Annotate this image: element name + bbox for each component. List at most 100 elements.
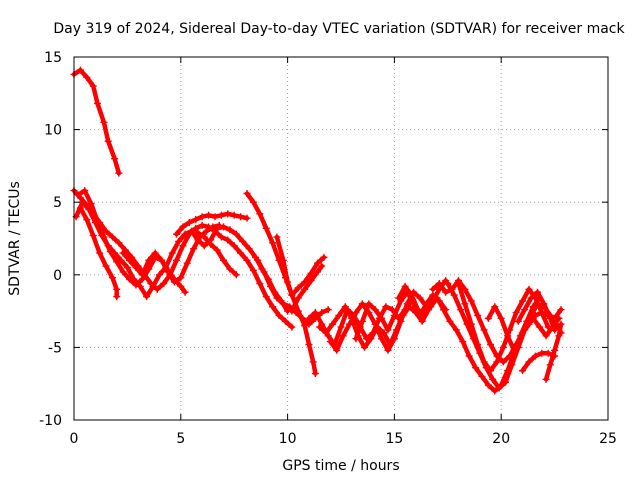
data-point-track-21-8 [536,323,544,331]
data-point-track-15-7 [371,320,379,328]
data-point-track-5-7 [113,293,121,301]
series-line-track-12 [289,263,325,314]
data-point-track-17-2 [407,291,415,299]
data-point-track-1-4 [93,99,101,107]
data-point-track-21-2 [497,314,505,322]
data-point-track-10-3 [273,294,281,302]
data-point-track-5-1 [83,216,91,224]
data-point-track-11-4 [294,284,302,292]
data-point-track-15-1 [333,346,341,354]
data-point-track-3-11 [143,293,151,301]
data-point-track-6-8 [170,278,178,286]
data-point-track-14-7 [360,343,368,351]
y-tick-label-1: -5 [48,340,62,356]
data-point-track-5-5 [108,274,116,282]
data-point-track-21-3 [504,332,512,340]
data-point-track-22-1 [521,306,529,314]
data-point-track-12-5 [318,262,326,270]
series-track-6 [119,221,223,286]
data-point-track-18-1 [435,280,443,288]
data-point-track-18-9 [487,340,495,348]
data-point-track-6-3 [138,271,146,279]
series-track-1 [70,66,123,177]
data-point-track-20-11 [525,285,533,293]
data-point-track-24-0 [542,375,550,383]
data-point-track-22-3 [534,288,542,296]
data-point-track-8-5 [220,223,228,231]
data-point-track-2-17 [179,242,187,250]
data-point-track-14-0 [316,323,324,331]
data-point-track-7-8 [224,210,232,218]
data-point-track-3-13 [155,271,163,279]
data-point-track-2-7 [115,239,123,247]
data-point-track-22-5 [546,314,554,322]
data-point-track-6-2 [132,264,140,272]
data-point-track-2-20 [198,221,206,229]
data-point-track-2-28 [249,266,257,274]
data-point-track-6-9 [177,274,185,282]
data-point-track-17-10 [459,338,467,346]
data-point-track-21-0 [484,314,492,322]
data-point-track-1-7 [111,155,119,163]
x-tick-label-3: 15 [385,431,403,447]
data-point-track-6-1 [126,256,134,264]
data-point-track-3-16 [175,237,183,245]
data-point-track-21-7 [529,314,537,322]
data-point-track-18-12 [506,352,514,360]
data-point-track-14-1 [322,329,330,337]
data-point-track-3-17 [181,230,189,238]
data-point-track-2-23 [217,233,225,241]
data-point-track-6-14 [209,223,217,231]
data-point-track-24-2 [551,346,559,354]
data-point-track-16-1 [358,317,366,325]
data-point-track-14-2 [328,320,336,328]
series-track-7 [173,210,251,238]
data-point-track-8-1 [194,236,202,244]
data-point-track-12-0 [288,307,296,315]
data-point-track-20-6 [493,358,501,366]
data-point-track-10-4 [279,300,287,308]
data-point-track-18-20 [557,306,565,314]
data-point-track-8-3 [207,236,215,244]
data-point-track-14-8 [367,335,375,343]
series-track-22 [514,288,559,334]
y-tick-label-2: 0 [53,268,62,284]
data-point-track-21-6 [523,320,531,328]
data-point-track-7-4 [198,213,206,221]
data-point-track-13-12 [382,303,390,311]
data-point-track-17-1 [401,282,409,290]
data-point-track-9-10 [305,340,313,348]
data-point-track-8-4 [213,224,221,232]
data-point-track-9-4 [269,239,277,247]
data-point-track-10-1 [260,268,268,276]
data-point-track-4-0 [74,191,82,199]
data-point-track-1-1 [76,66,84,74]
data-point-track-5-0 [76,204,84,212]
data-point-track-20-1 [461,300,469,308]
data-point-track-15-14 [416,294,424,302]
data-point-track-17-14 [484,381,492,389]
data-point-track-8-2 [200,242,208,250]
data-point-track-23-0 [519,367,527,375]
data-point-track-10-11 [324,306,332,314]
data-point-track-3-12 [149,282,157,290]
series-line-track-14 [317,304,431,350]
data-point-track-6-5 [151,249,159,257]
data-point-track-5-4 [102,262,110,270]
data-point-track-3-25 [232,271,240,279]
data-point-track-15-12 [403,300,411,308]
data-point-track-24-3 [555,332,563,340]
data-point-track-2-29 [256,280,264,288]
data-point-track-5-6 [113,285,121,293]
data-point-track-2-27 [243,256,251,264]
data-point-track-20-2 [467,320,475,328]
data-point-track-15-9 [384,346,392,354]
data-point-track-16-5 [384,326,392,334]
data-point-track-19-1 [450,291,458,299]
data-point-track-4-6 [113,258,121,266]
series-track-23 [519,349,559,375]
data-point-track-1-8 [115,169,123,177]
data-point-track-20-3 [474,340,482,348]
